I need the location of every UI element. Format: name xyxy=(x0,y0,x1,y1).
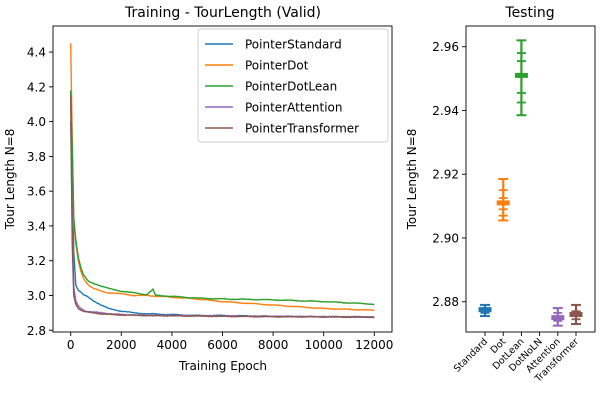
legend-box xyxy=(197,28,389,143)
y-tick-label: 3.6 xyxy=(27,185,46,199)
legend-label-pointertransformer: PointerTransformer xyxy=(245,122,359,136)
y-tick-label: 2.96 xyxy=(432,40,459,54)
legend-label-pointerattention: PointerAttention xyxy=(245,101,343,115)
training-plot-area xyxy=(70,43,375,319)
x-tick-label: 12000 xyxy=(355,338,393,352)
mean-marker-transformer xyxy=(569,311,583,317)
training-chart-title: Training - TourLength (Valid) xyxy=(124,5,321,21)
training-y-axis: 2.8 3.0 3.2 3.4 3.6 3.8 4.0 4.2 4.4 xyxy=(27,46,53,338)
testing-chart: Testing StandardDotDotLeanDotNoLNAttenti… xyxy=(405,5,596,385)
y-tick-label: 4.2 xyxy=(27,80,46,94)
series-line-pointerdotlean xyxy=(70,90,375,306)
y-tick-label: 3.2 xyxy=(27,254,46,268)
series-line-pointertransformer xyxy=(70,95,375,319)
training-y-axis-label: Tour Length N=8 xyxy=(3,129,17,231)
legend-label-pointerdot: PointerDot xyxy=(245,59,309,73)
training-x-axis-label: Training Epoch xyxy=(178,359,267,373)
y-tick-label: 2.88 xyxy=(432,295,459,309)
y-tick-label: 2.92 xyxy=(432,168,459,182)
testing-plot-area xyxy=(478,39,583,327)
y-tick-label: 2.90 xyxy=(432,231,459,245)
series-line-pointerdot xyxy=(70,43,375,312)
testing-axes-frame xyxy=(465,25,596,333)
y-tick-label: 2.8 xyxy=(27,324,46,338)
training-x-axis: 0 2000 4000 6000 8000 10000 12000 xyxy=(67,332,393,352)
y-tick-label: 3.0 xyxy=(27,289,46,303)
testing-y-axis: 2.88 2.90 2.92 2.94 2.96 xyxy=(432,40,466,309)
x-tick-label: 8000 xyxy=(258,338,289,352)
y-tick-label: 3.4 xyxy=(27,219,46,233)
x-tick-label: 10000 xyxy=(305,338,343,352)
training-chart: Training - TourLength (Valid) 0 2000 4000 6… xyxy=(3,5,393,373)
x-tick-label: 0 xyxy=(67,338,75,352)
legend-label-pointerstandard: PointerStandard xyxy=(245,38,342,52)
legend-label-pointerdotlean: PointerDotLean xyxy=(245,80,337,94)
mean-marker-standard xyxy=(478,307,492,313)
y-tick-label: 2.94 xyxy=(432,104,459,118)
training-legend: PointerStandard PointerDot PointerDotLean P… xyxy=(197,28,389,143)
y-tick-label: 3.8 xyxy=(27,150,46,164)
y-tick-label: 4.4 xyxy=(27,46,46,60)
mean-marker-attention xyxy=(551,315,565,321)
testing-chart-title: Testing xyxy=(504,5,554,21)
mean-marker-dot xyxy=(496,200,510,206)
x-tick-label: 2000 xyxy=(106,338,137,352)
mean-marker-dotlean xyxy=(514,72,528,78)
x-tick-label: 6000 xyxy=(207,338,238,352)
x-tick-label: 4000 xyxy=(157,338,188,352)
testing-y-axis-label: Tour Length N=8 xyxy=(405,129,419,231)
y-tick-label: 4.0 xyxy=(27,115,46,129)
